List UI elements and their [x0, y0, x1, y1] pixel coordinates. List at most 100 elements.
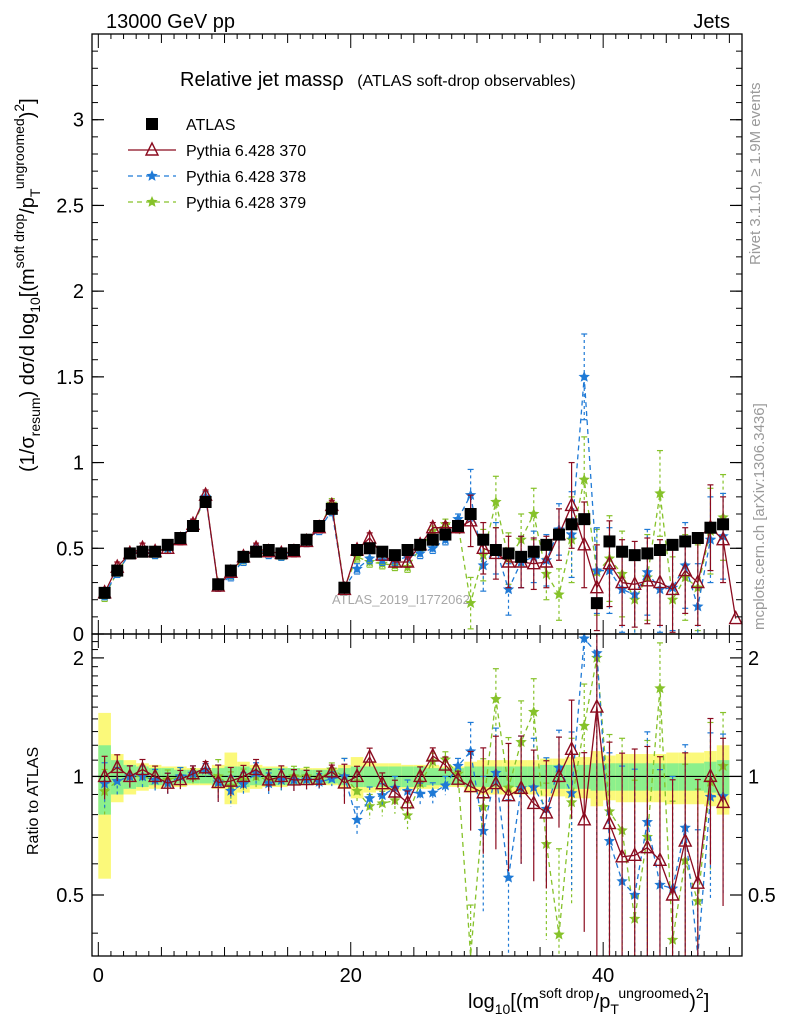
point-triangle [135, 760, 150, 776]
point-triangle [665, 886, 680, 901]
point-triangle [476, 539, 491, 554]
point-star [146, 170, 158, 181]
series-line [104, 492, 724, 594]
point-atlas [414, 538, 427, 551]
header-right: Jets [693, 11, 730, 33]
point-triangle [614, 848, 630, 863]
point-atlas [603, 535, 616, 548]
point-star [364, 792, 376, 804]
series-ratio-line [104, 707, 724, 898]
point-star [439, 779, 452, 791]
point-atlas [136, 545, 149, 558]
point-star [578, 370, 590, 382]
watermark: ATLAS_2019_I1772062 [332, 592, 470, 607]
point-star [528, 508, 540, 519]
point-star [528, 705, 540, 717]
point-triangle [324, 763, 339, 778]
point-atlas [552, 528, 565, 541]
point-star [351, 562, 363, 574]
point-triangle [425, 747, 440, 762]
axis-ticks: 0 0.5 1 1.5 2 2.5 3 0 20 40 0.5 0.5 1 1 2 2 [56, 33, 776, 987]
point-triangle [450, 770, 466, 785]
point-atlas [426, 533, 439, 546]
point-atlas [146, 118, 158, 130]
point-atlas [704, 521, 717, 534]
point-triangle [602, 814, 617, 830]
legend-entry-0: ATLAS [146, 117, 236, 134]
point-triangle [602, 555, 617, 570]
point-triangle [160, 774, 175, 789]
point-atlas [300, 533, 313, 546]
point-atlas [679, 535, 692, 548]
ratio-y-tick-label-left: 1 [73, 766, 84, 788]
point-triangle [413, 767, 428, 783]
point-triangle [488, 775, 504, 790]
legend-label: ATLAS [186, 117, 236, 134]
point-triangle [665, 580, 680, 596]
y-tick-label: 2 [73, 281, 84, 303]
point-triangle [476, 784, 491, 799]
point-atlas [540, 538, 553, 551]
point-atlas [338, 581, 351, 594]
x-tick-label: 20 [340, 965, 362, 987]
point-atlas [174, 532, 187, 544]
point-star [578, 720, 590, 731]
legend-entry-1: Pythia 6.428 370 [128, 141, 306, 160]
point-triangle [400, 794, 415, 809]
point-triangle [349, 767, 365, 783]
point-atlas [149, 545, 162, 558]
legend-label: Pythia 6.428 370 [186, 143, 306, 160]
point-atlas [224, 564, 237, 577]
series-layer [97, 333, 743, 957]
point-triangle [690, 574, 705, 589]
point-triangle [715, 793, 731, 809]
point-star [351, 550, 363, 562]
point-star [654, 487, 666, 499]
point-triangle [678, 562, 693, 577]
point-triangle [400, 553, 415, 568]
point-atlas [111, 564, 124, 577]
point-atlas [691, 532, 704, 544]
point-triangle [362, 748, 377, 763]
legend-entry-2: Pythia 6.428 378 [128, 169, 306, 186]
point-triangle [589, 579, 604, 594]
point-triangle [640, 839, 655, 854]
point-atlas [502, 547, 515, 560]
series-line-tail [722, 539, 737, 619]
point-atlas [489, 544, 502, 556]
point-triangle [627, 575, 642, 590]
ratio-plot-frame [91, 633, 743, 957]
point-atlas [666, 538, 679, 551]
point-triangle [551, 767, 567, 783]
legend-entry-3: Pythia 6.428 379 [128, 195, 306, 212]
point-star [490, 496, 502, 507]
ratio-y-tick-label-right: 2 [748, 648, 759, 670]
point-triangle [539, 553, 554, 568]
legend-label: Pythia 6.428 378 [186, 169, 306, 186]
point-triangle [564, 496, 579, 512]
point-atlas [325, 502, 338, 515]
point-triangle [526, 555, 541, 570]
point-atlas [653, 544, 666, 556]
plot-frames [91, 33, 743, 957]
point-star [427, 542, 439, 554]
y-tick-label: 3 [73, 110, 84, 132]
point-triangle [375, 775, 390, 790]
point-triangle [337, 774, 352, 789]
point-star [553, 588, 565, 600]
series-line [104, 376, 724, 607]
point-star [553, 928, 565, 940]
point-triangle [110, 758, 125, 774]
point-atlas [452, 520, 465, 532]
point-triangle [539, 804, 554, 819]
point-star [490, 693, 502, 704]
point-triangle [690, 874, 705, 889]
point-star [464, 597, 477, 608]
point-atlas [186, 520, 199, 532]
x-tick-label: 40 [592, 965, 614, 987]
point-star [578, 632, 590, 644]
chart-title-main: Relative jet massρ [180, 69, 344, 91]
point-triangle [236, 767, 251, 783]
point-triangle [463, 777, 478, 793]
point-triangle [614, 574, 630, 589]
